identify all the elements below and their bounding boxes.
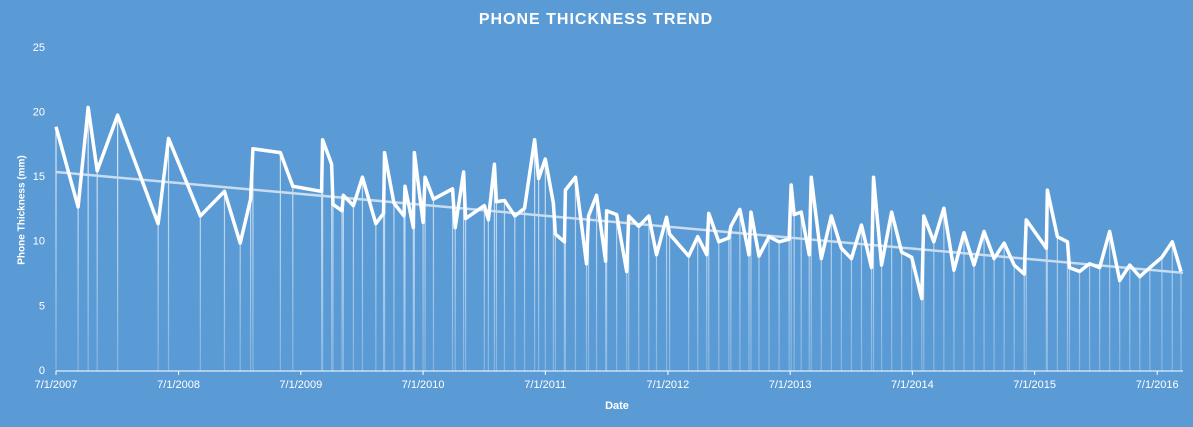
y-axis-title: Phone Thickness (mm) (17, 155, 28, 264)
data-line (54, 105, 1183, 301)
y-tick-label: 15 (33, 171, 45, 183)
x-tick-label: 7/1/2014 (891, 379, 934, 391)
y-tick-label: 10 (33, 236, 45, 248)
x-tick-label: 7/1/2007 (35, 379, 78, 391)
x-tick-label: 7/1/2016 (1136, 379, 1179, 391)
y-tick-label: 25 (33, 42, 45, 54)
x-tick-label: 7/1/2012 (646, 379, 689, 391)
x-tick-label: 7/1/2013 (769, 379, 812, 391)
x-tick-label: 7/1/2015 (1013, 379, 1056, 391)
y-tick-label: 20 (33, 107, 45, 119)
x-tick-label: 7/1/2011 (524, 379, 566, 391)
x-axis-title: Date (605, 400, 629, 412)
x-tick-label: 7/1/2009 (279, 379, 322, 391)
y-tick-label: 5 (39, 300, 45, 312)
x-tick-label: 7/1/2010 (402, 379, 445, 391)
x-tick-label: 7/1/2008 (157, 379, 200, 391)
y-tick-label: 0 (39, 365, 45, 377)
chart-title: PHONE THICKNESS TREND (479, 11, 713, 28)
